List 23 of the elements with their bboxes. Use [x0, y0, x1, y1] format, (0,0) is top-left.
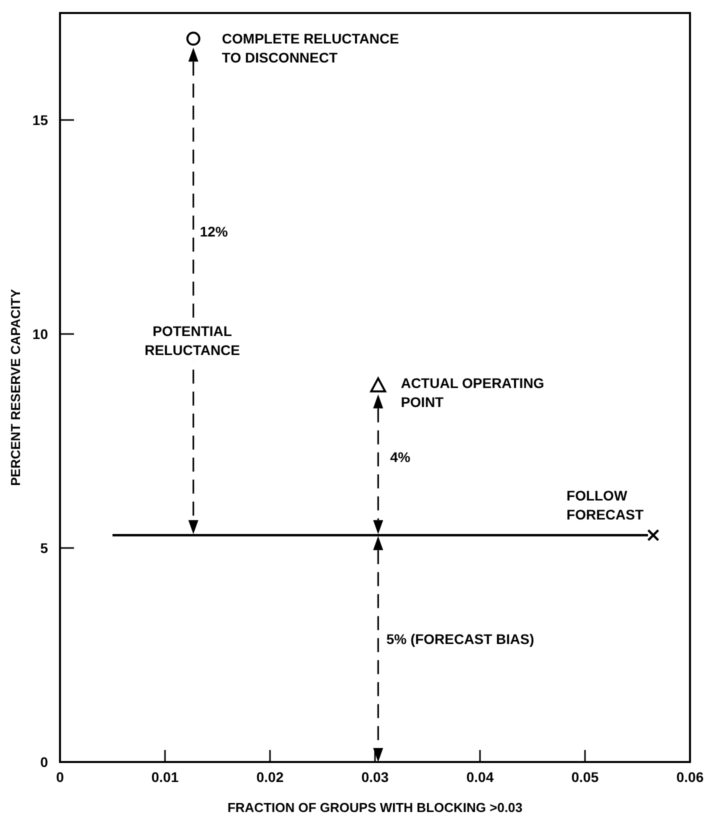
x-tick-label: 0.02 [256, 769, 284, 785]
x-tick-label: 0.03 [361, 769, 389, 785]
annotation: COMPLETE RELUCTANCE TO DISCONNECT [222, 30, 399, 66]
point [647, 529, 660, 542]
x-tick-label: 0 [56, 769, 64, 785]
y-tick-label: 15 [32, 112, 48, 128]
annotation: ACTUAL OPERATING POINT [400, 375, 544, 410]
annotation: 5% (FORECAST BIAS) [386, 631, 534, 648]
point [370, 377, 386, 392]
annotation: 4% [390, 449, 411, 466]
annotation: POTENTIAL RELUCTANCE [144, 322, 240, 358]
x-tick-label: 0.04 [466, 769, 494, 785]
x-tick-label: 0.05 [571, 769, 599, 785]
annotation: 12% [200, 224, 228, 240]
y-axis-title: PERCENT RESERVE CAPACITY [8, 288, 23, 486]
y-tick-label: 0 [40, 754, 48, 770]
point [186, 32, 200, 46]
x-tick-label: 0.01 [151, 769, 179, 785]
x-tick-label: 0.06 [676, 769, 704, 785]
y-tick-label: 10 [32, 326, 48, 342]
x-axis-title: FRACTION OF GROUPS WITH BLOCKING >0.03 [227, 800, 523, 815]
y-tick-label: 5 [40, 540, 48, 556]
annotation: FOLLOW FORECAST [566, 488, 644, 523]
